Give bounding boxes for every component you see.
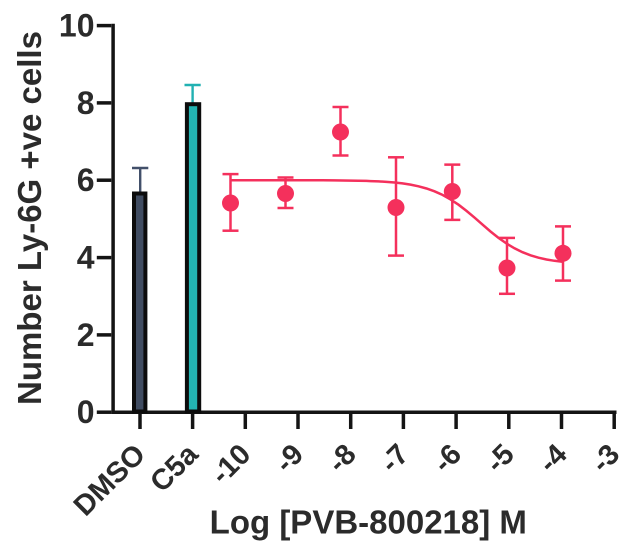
svg-text:0: 0 bbox=[77, 394, 95, 430]
svg-text:-7: -7 bbox=[374, 438, 415, 479]
svg-text:Log [PVB-800218] M: Log [PVB-800218] M bbox=[210, 504, 527, 541]
svg-text:-8: -8 bbox=[322, 438, 363, 479]
svg-text:6: 6 bbox=[77, 162, 95, 198]
svg-text:-5: -5 bbox=[480, 438, 521, 479]
svg-text:8: 8 bbox=[77, 85, 95, 121]
svg-text:C5a: C5a bbox=[144, 438, 205, 499]
svg-text:DMSO: DMSO bbox=[68, 438, 152, 522]
svg-text:Number Ly-6G +ve cells: Number Ly-6G +ve cells bbox=[11, 31, 48, 405]
svg-text:4: 4 bbox=[77, 240, 95, 276]
svg-text:-3: -3 bbox=[585, 438, 626, 479]
svg-text:10: 10 bbox=[59, 8, 95, 44]
svg-text:-10: -10 bbox=[205, 438, 257, 490]
svg-text:-9: -9 bbox=[269, 438, 310, 479]
svg-text:-4: -4 bbox=[533, 438, 574, 479]
svg-text:2: 2 bbox=[77, 317, 95, 353]
svg-text:-6: -6 bbox=[427, 438, 468, 479]
